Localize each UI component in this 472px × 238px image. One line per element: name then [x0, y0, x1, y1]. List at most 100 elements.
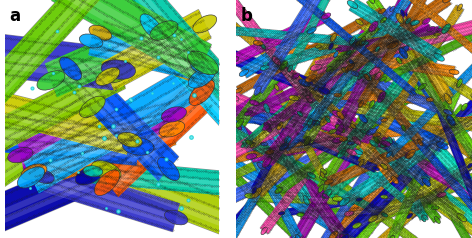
Polygon shape [262, 124, 349, 238]
Polygon shape [402, 129, 469, 238]
Polygon shape [396, 58, 472, 198]
Polygon shape [362, 133, 472, 216]
Polygon shape [149, 25, 251, 136]
Ellipse shape [350, 237, 359, 238]
Ellipse shape [437, 192, 446, 197]
Polygon shape [314, 47, 380, 126]
Polygon shape [351, 6, 438, 60]
Ellipse shape [369, 67, 380, 75]
Ellipse shape [426, 98, 434, 102]
Polygon shape [387, 139, 427, 220]
Polygon shape [309, 40, 354, 124]
Polygon shape [0, 87, 133, 155]
Polygon shape [276, 60, 357, 141]
Polygon shape [234, 15, 327, 61]
Polygon shape [362, 0, 447, 105]
Polygon shape [374, 141, 437, 222]
Ellipse shape [355, 41, 361, 46]
Ellipse shape [322, 193, 329, 199]
Polygon shape [339, 94, 472, 238]
Polygon shape [194, 140, 310, 238]
Polygon shape [223, 156, 355, 238]
Polygon shape [337, 25, 451, 157]
Ellipse shape [334, 51, 338, 58]
Ellipse shape [370, 140, 378, 147]
Ellipse shape [379, 9, 386, 14]
Polygon shape [0, 111, 97, 201]
Polygon shape [264, 0, 414, 93]
Polygon shape [253, 97, 388, 149]
Polygon shape [258, 162, 372, 238]
Polygon shape [272, 57, 361, 145]
Ellipse shape [275, 84, 279, 91]
Polygon shape [205, 112, 315, 124]
Polygon shape [0, 109, 140, 166]
Ellipse shape [444, 109, 452, 115]
Polygon shape [333, 154, 412, 237]
Polygon shape [290, 55, 338, 141]
Ellipse shape [80, 96, 105, 118]
Polygon shape [266, 108, 307, 201]
Polygon shape [351, 0, 450, 70]
Polygon shape [357, 148, 428, 183]
Ellipse shape [374, 136, 379, 143]
Polygon shape [370, 121, 472, 224]
Polygon shape [252, 43, 359, 146]
Ellipse shape [337, 148, 346, 158]
Polygon shape [285, 94, 388, 238]
Ellipse shape [332, 196, 343, 202]
Ellipse shape [359, 36, 366, 46]
Polygon shape [371, 139, 472, 238]
Polygon shape [211, 76, 299, 238]
Polygon shape [264, 109, 305, 202]
Ellipse shape [380, 195, 388, 199]
Polygon shape [344, 70, 472, 168]
Polygon shape [252, 139, 337, 158]
Ellipse shape [307, 172, 316, 178]
Polygon shape [249, 142, 323, 179]
Polygon shape [373, 143, 472, 234]
Polygon shape [403, 128, 470, 238]
Polygon shape [267, 22, 428, 130]
Ellipse shape [321, 13, 331, 19]
Polygon shape [106, 91, 204, 186]
Polygon shape [225, 0, 313, 102]
Polygon shape [354, 69, 450, 117]
Polygon shape [244, 53, 350, 147]
Polygon shape [294, 99, 472, 131]
Polygon shape [183, 127, 318, 238]
Polygon shape [227, 0, 308, 101]
Polygon shape [0, 180, 93, 238]
Polygon shape [219, 121, 385, 166]
Polygon shape [203, 73, 377, 174]
Ellipse shape [361, 130, 367, 134]
Polygon shape [325, 155, 410, 238]
Ellipse shape [237, 121, 260, 146]
Polygon shape [235, 62, 288, 127]
Ellipse shape [378, 91, 386, 103]
Ellipse shape [289, 95, 299, 101]
Polygon shape [267, 127, 345, 238]
Text: b: b [241, 7, 253, 25]
Polygon shape [359, 115, 430, 186]
Ellipse shape [434, 33, 440, 36]
Ellipse shape [277, 122, 283, 130]
Polygon shape [307, 0, 432, 130]
Polygon shape [389, 59, 472, 155]
Polygon shape [101, 10, 211, 91]
Ellipse shape [236, 118, 244, 128]
Ellipse shape [369, 21, 378, 32]
Polygon shape [182, 129, 317, 238]
Ellipse shape [345, 63, 354, 71]
Polygon shape [254, 102, 386, 144]
Polygon shape [186, 106, 312, 176]
Polygon shape [264, 143, 351, 145]
Polygon shape [397, 61, 472, 197]
Ellipse shape [17, 167, 45, 188]
Polygon shape [335, 115, 472, 204]
Ellipse shape [253, 40, 263, 46]
Polygon shape [349, 0, 442, 63]
Polygon shape [232, 99, 351, 155]
Polygon shape [319, 141, 389, 238]
Polygon shape [258, 45, 454, 75]
